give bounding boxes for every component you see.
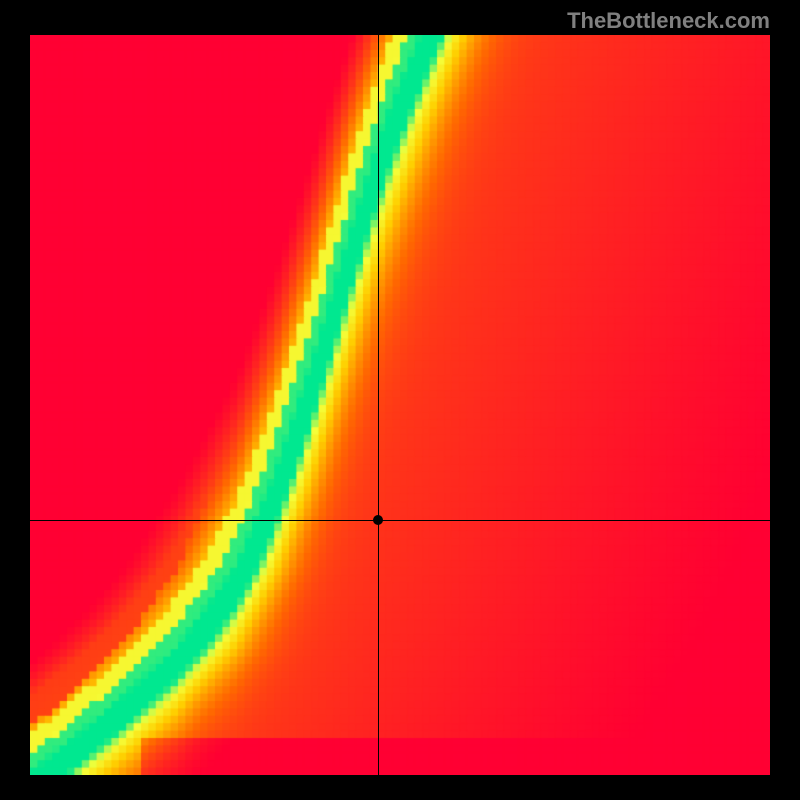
- heatmap-canvas: [30, 35, 770, 775]
- watermark-text: TheBottleneck.com: [567, 8, 770, 34]
- crosshair-marker-dot: [373, 515, 383, 525]
- crosshair-horizontal: [30, 520, 770, 521]
- crosshair-vertical: [378, 35, 379, 775]
- heatmap-plot: [30, 35, 770, 775]
